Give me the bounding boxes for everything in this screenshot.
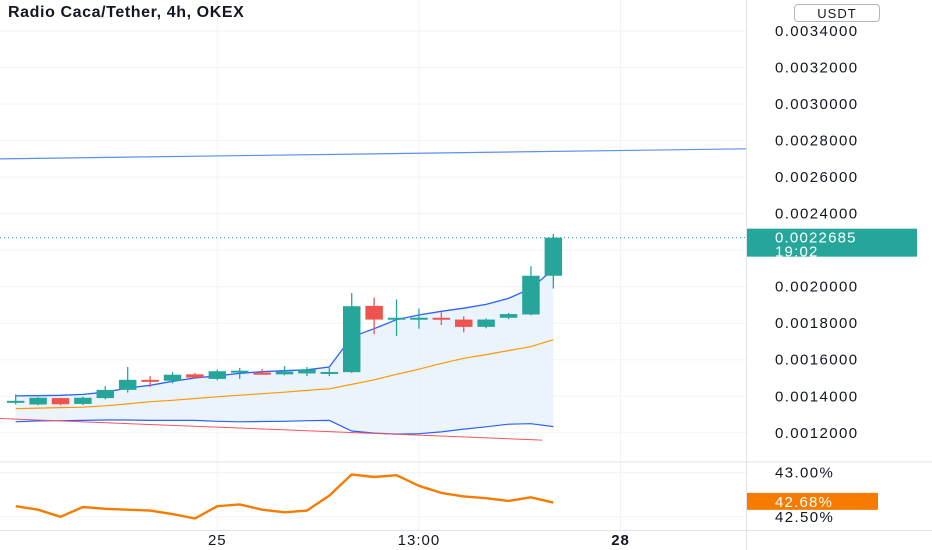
indicator-value-badge <box>747 492 878 510</box>
indicator-tick-label: 42.50% <box>775 509 834 526</box>
candle-body <box>454 319 473 327</box>
candle-body <box>522 275 540 315</box>
time-tick-label: 25 <box>208 532 227 549</box>
trend-line <box>0 148 747 160</box>
price-tick-label: 0.0030000 <box>775 96 859 113</box>
price-countdown: 19:02 <box>775 244 819 261</box>
chart-title: Radio Caca/Tether, 4h, OKEX <box>8 4 245 21</box>
band-fill <box>15 269 554 435</box>
price-tick-label: 0.0032000 <box>775 60 859 77</box>
candle-body <box>275 371 294 375</box>
price-tick-label: 0.0012000 <box>775 425 859 442</box>
candle-body <box>6 400 25 403</box>
band-lower-line <box>15 419 554 435</box>
indicator-tick-label: 43.00% <box>775 465 834 482</box>
candle-body <box>410 317 428 320</box>
candle-body <box>74 397 92 404</box>
price-tick-label: 0.0028000 <box>775 133 859 150</box>
last-price-badge <box>747 228 917 257</box>
band-basis-line <box>15 339 554 410</box>
candle-body <box>163 374 182 381</box>
candle-body <box>208 371 227 379</box>
candle-body <box>253 372 271 375</box>
candle-body <box>186 374 204 378</box>
last-price-label: 0.0022685 <box>775 230 857 247</box>
candle-body <box>298 369 316 374</box>
price-tick-label: 0.0024000 <box>775 206 859 223</box>
price-tick-label: 0.0014000 <box>775 388 859 405</box>
candle-body <box>499 314 518 318</box>
candle-body <box>477 319 495 327</box>
candle-body <box>51 398 70 405</box>
candle-body <box>432 317 451 320</box>
candle-body <box>342 306 361 373</box>
candle-body <box>230 370 249 373</box>
candle-body <box>118 379 137 390</box>
candle-body <box>320 371 339 374</box>
candle-body <box>29 397 47 405</box>
candle-body <box>96 389 115 399</box>
price-tick-label: 0.0016000 <box>775 352 859 369</box>
price-tick-label: 0.0018000 <box>775 315 859 332</box>
time-tick-label: 28 <box>611 532 630 549</box>
indicator-line <box>15 473 554 520</box>
candle-body <box>387 317 406 320</box>
indicator-value-label: 42.68% <box>775 494 833 511</box>
price-tick-label: 0.0020000 <box>775 279 859 296</box>
candle-body <box>544 237 563 276</box>
candle-body <box>141 379 159 382</box>
red-line <box>0 418 543 441</box>
time-tick-label: 13:00 <box>398 532 441 549</box>
currency-button[interactable]: USDT <box>794 4 880 22</box>
candle-body <box>365 305 383 320</box>
price-tick-label: 0.0026000 <box>775 169 859 186</box>
price-tick-label: 0.0034000 <box>775 23 859 40</box>
